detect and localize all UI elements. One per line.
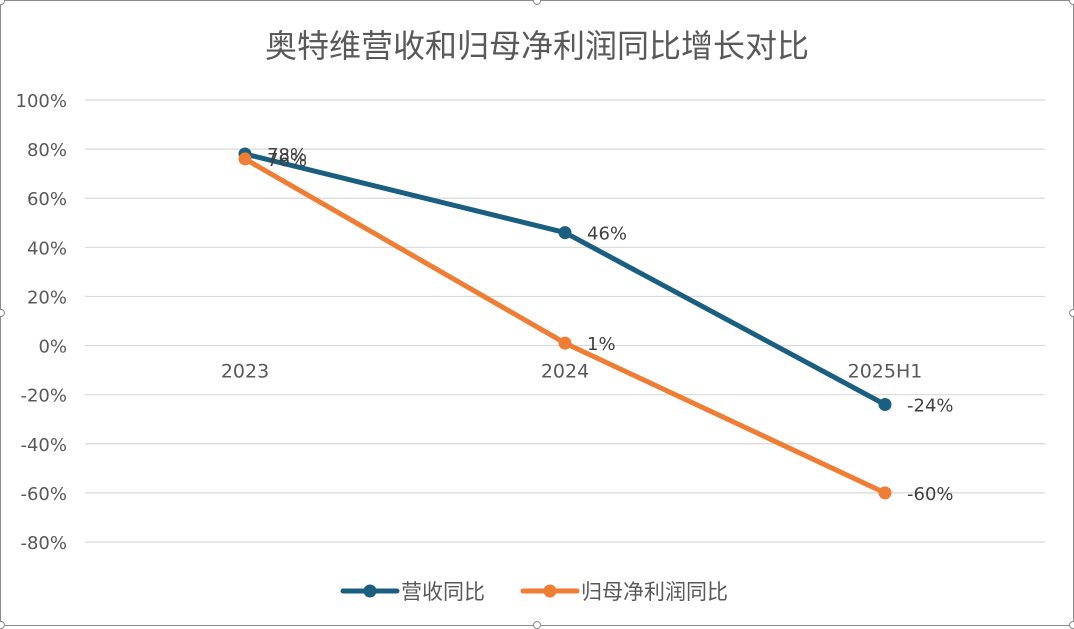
y-tick-label: -80%	[20, 533, 67, 554]
data-label: 1%	[587, 334, 616, 355]
x-category-label: 2024	[541, 361, 589, 383]
x-category-label: 2025H1	[848, 361, 923, 383]
series-line-2	[242, 156, 888, 496]
data-label: -24%	[907, 395, 954, 416]
resize-handle-bottom-left[interactable]	[0, 621, 5, 629]
y-tick-label: -40%	[20, 435, 67, 456]
resize-handle-top-left[interactable]	[0, 0, 5, 5]
data-label: 78%	[267, 145, 307, 166]
y-tick-label: 40%	[27, 238, 67, 259]
y-tick-label: 60%	[27, 189, 67, 210]
data-point-marker	[558, 336, 572, 350]
y-tick-label: 0%	[38, 337, 67, 358]
legend-label: 营收同比	[401, 580, 485, 604]
resize-handle-right[interactable]	[1069, 309, 1074, 317]
y-tick-label: -20%	[20, 386, 67, 407]
data-label: -60%	[907, 484, 954, 505]
y-tick-label: 20%	[27, 287, 67, 308]
data-label: 76%	[267, 150, 307, 171]
legend-label: 归母净利润同比	[581, 580, 728, 604]
legend-swatch-marker	[543, 584, 557, 598]
data-point-marker	[238, 152, 252, 166]
legend-swatch-marker	[363, 584, 377, 598]
resize-handle-left[interactable]	[0, 309, 5, 317]
y-tick-label: 100%	[16, 91, 67, 112]
data-point-marker	[878, 486, 892, 500]
data-point-marker	[558, 226, 572, 240]
chart-title: 奥特维营收和归母净利润同比增长对比	[265, 27, 809, 65]
y-tick-label: -60%	[20, 484, 67, 505]
resize-handle-top-right[interactable]	[1069, 0, 1074, 5]
resize-handle-bottom[interactable]	[533, 621, 541, 629]
resize-handle-top[interactable]	[533, 0, 541, 5]
y-tick-label: 80%	[27, 140, 67, 161]
data-label: 46%	[587, 224, 627, 245]
resize-handle-bottom-right[interactable]	[1069, 621, 1074, 629]
data-point-marker	[878, 397, 892, 411]
x-category-label: 2023	[221, 361, 269, 383]
